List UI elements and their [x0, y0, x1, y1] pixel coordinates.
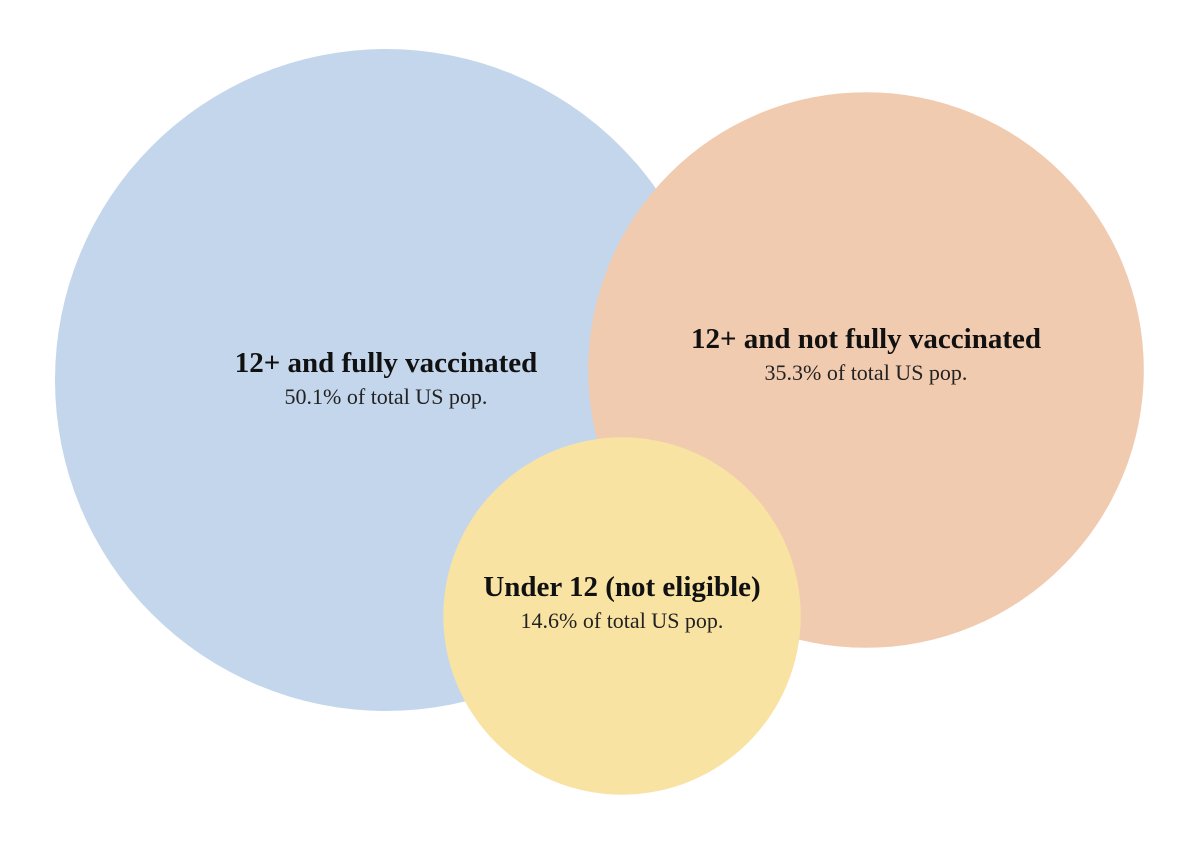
bubble-under-12-value: 14.6% of total US pop. [521, 608, 724, 633]
bubble-under-12-title: Under 12 (not eligible) [483, 571, 760, 603]
bubble-vaccinated-value: 50.1% of total US pop. [285, 384, 488, 409]
bubble-under-12: Under 12 (not eligible) 14.6% of total U… [443, 437, 801, 795]
bubble-not-vaccinated-value: 35.3% of total US pop. [765, 360, 968, 385]
bubble-vaccinated-title: 12+ and fully vaccinated [235, 347, 538, 379]
bubble-not-vaccinated-title: 12+ and not fully vaccinated [691, 323, 1041, 355]
bubble-under-12-circle [443, 437, 801, 795]
